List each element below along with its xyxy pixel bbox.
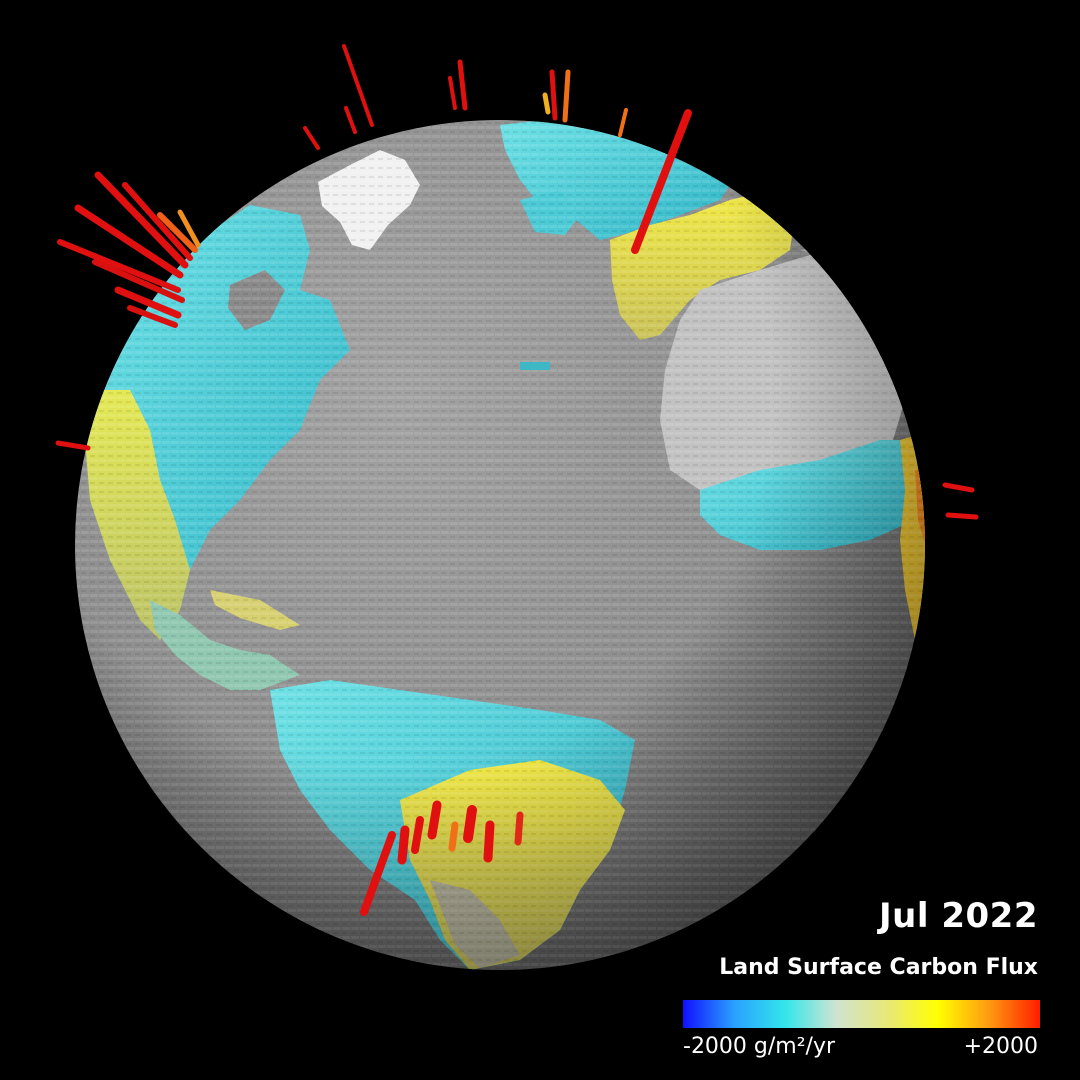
map-title: Land Surface Carbon Flux	[719, 955, 1038, 980]
atlantic-islands	[520, 362, 550, 370]
emission-spikes	[55, 44, 979, 916]
date-label: Jul 2022	[879, 896, 1038, 936]
colorbar-max-label: +2000	[963, 1034, 1038, 1059]
colorbar-legend	[683, 1000, 1040, 1028]
colorbar-min-label: -2000 g/m²/yr	[683, 1034, 836, 1059]
